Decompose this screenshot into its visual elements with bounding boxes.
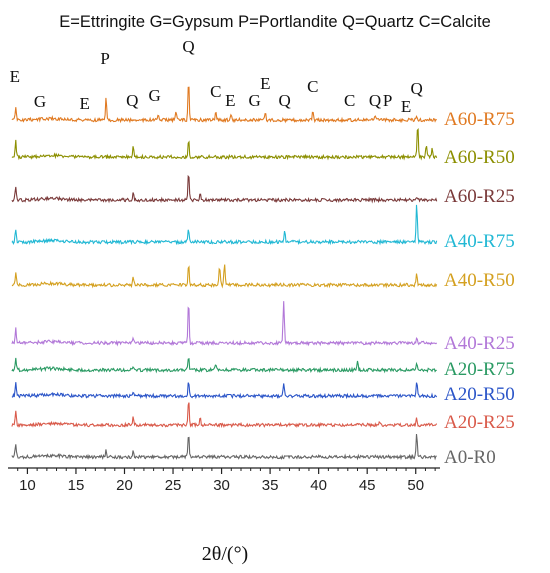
x-tick-label: 40: [310, 477, 327, 494]
series-label: A40-R50: [444, 270, 515, 291]
phase-label: E: [10, 67, 20, 86]
phase-label: G: [248, 91, 260, 110]
x-tick-label: 30: [213, 477, 230, 494]
x-axis: 10 15 20 25 30 35 40 45 50: [8, 467, 440, 494]
series-label: A20-R25: [444, 412, 515, 433]
series-label: A20-R50: [444, 384, 515, 405]
series-label: A20-R75: [444, 359, 515, 380]
phase-label: G: [148, 86, 160, 105]
phase-label: Q: [369, 91, 381, 110]
series-line-a20-r25: [11, 402, 438, 429]
phase-label: C: [210, 82, 221, 101]
series-line-a40-r25: [11, 301, 438, 347]
x-tick-label: 15: [68, 477, 85, 494]
series-labels: A60-R75 A60-R50 A60-R25 A40-R75 A40-R50 A40-R…: [444, 109, 515, 468]
phase-label: E: [225, 91, 235, 110]
x-tick-label: 50: [407, 477, 424, 494]
series-group: [11, 86, 438, 461]
x-tick-label: 35: [262, 477, 279, 494]
series-line-a0-r0: [11, 433, 437, 461]
series-line-a40-r75: [11, 204, 438, 246]
series-line-a60-r25: [11, 174, 438, 204]
series-label: A60-R25: [444, 186, 515, 207]
phase-label: C: [344, 91, 355, 110]
series-line-a60-r50: [11, 128, 438, 161]
series-label: A40-R75: [444, 231, 515, 252]
phase-label: E: [401, 97, 411, 116]
series-label: A0-R0: [444, 447, 496, 468]
phase-label: E: [260, 74, 270, 93]
series-line-a60-r75: [11, 86, 438, 124]
phase-label: P: [100, 49, 109, 68]
x-tick-label: 10: [19, 477, 36, 494]
series-label: A60-R50: [444, 147, 515, 168]
phase-label: Q: [182, 37, 194, 56]
series-line-a40-r50: [11, 264, 438, 289]
phase-label: Q: [411, 79, 423, 98]
series-line-a20-r50: [11, 382, 438, 400]
series-label: A40-R25: [444, 333, 515, 354]
series-label: A60-R75: [444, 109, 515, 130]
x-tick-label: 45: [359, 477, 376, 494]
phase-legend-title: E=Ettringite G=Gypsum P=Portlandite Q=Qu…: [59, 13, 491, 31]
x-axis-title: 2θ/(°): [202, 543, 248, 565]
x-tick-label: 25: [165, 477, 182, 494]
phase-label: Q: [279, 91, 291, 110]
phase-label: C: [307, 77, 318, 96]
phase-label: P: [383, 91, 392, 110]
phase-label: G: [34, 92, 46, 111]
series-line-a20-r75: [11, 357, 437, 374]
x-tick-label: 20: [116, 477, 133, 494]
phase-label: Q: [126, 91, 138, 110]
phase-label: E: [79, 94, 89, 113]
